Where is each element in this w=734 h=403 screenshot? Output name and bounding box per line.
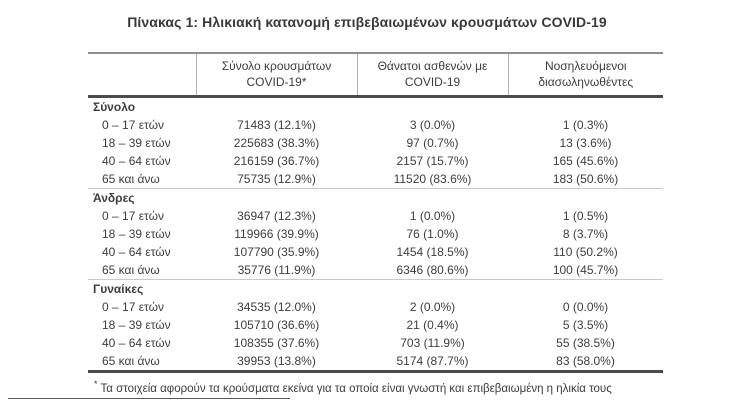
section-label: Σύνολο: [93, 100, 136, 114]
col-header-deaths: Θάνατοι ασθενών με COVID-19: [356, 52, 508, 98]
cases-cell: 225683 (38.3%): [233, 136, 320, 150]
table-row: 18 – 39 ετών 225683 (38.3%) 97 (0.7%) 13…: [88, 134, 663, 152]
cases-cell: 216159 (36.7%): [233, 154, 320, 168]
age-group-cell: 0 – 17 ετών: [102, 300, 164, 314]
section-label: Άνδρες: [88, 188, 663, 207]
intubated-cell: 0 (0.0%): [562, 300, 609, 314]
table-row: 0 – 17 ετών 71483 (12.1%) 3 (0.0%) 1 (0.…: [88, 116, 663, 134]
intubated-cell: 183 (50.6%): [552, 172, 619, 186]
age-group-cell: 0 – 17 ετών: [102, 209, 164, 223]
age-group-cell: 65 και άνω: [102, 172, 160, 186]
col-header-total-cases-line2: COVID-19*: [246, 74, 307, 89]
col-header-empty: [88, 52, 196, 98]
col-header-deaths-line1: Θάνατοι ασθενών με: [377, 58, 488, 73]
page-title: Πίνακας 1: Ηλικιακή κατανομή επιβεβαιωμέ…: [127, 14, 607, 30]
table-footnote: * Τα στοιχεία αφορούν τα κρούσματα εκείν…: [88, 379, 663, 395]
footnote-asterisk: *: [94, 379, 98, 389]
deaths-cell: 2 (0.0%): [409, 300, 456, 314]
intubated-cell: 8 (3.7%): [562, 227, 609, 241]
age-group-cell: 65 και άνω: [102, 263, 160, 277]
intubated-cell: 1 (0.3%): [562, 118, 609, 132]
intubated-cell: 55 (38.5%): [556, 336, 615, 350]
cases-cell: 39953 (13.8%): [237, 354, 316, 368]
col-header-intubated-line2: διασωληνωθέντες: [538, 74, 634, 89]
deaths-cell: 6346 (80.6%): [396, 263, 469, 277]
age-group-cell: 40 – 64 ετών: [102, 245, 171, 259]
deaths-cell: 5174 (87.7%): [396, 354, 469, 368]
intubated-cell: 13 (3.6%): [559, 136, 612, 150]
cases-cell: 75735 (12.9%): [237, 172, 316, 186]
cases-cell: 119966 (39.9%): [234, 227, 319, 241]
table-row: 65 και άνω 75735 (12.9%) 11520 (83.6%) 1…: [88, 170, 663, 189]
intubated-cell: 165 (45.6%): [552, 154, 619, 168]
table-row: 0 – 17 ετών 34535 (12.0%) 2 (0.0%) 0 (0.…: [88, 298, 663, 316]
table-row: 40 – 64 ετών 216159 (36.7%) 2157 (15.7%)…: [88, 152, 663, 170]
deaths-cell: 2157 (15.7%): [396, 154, 469, 168]
table-row: 65 και άνω 39953 (13.8%) 5174 (87.7%) 83…: [88, 352, 663, 372]
age-group-cell: 18 – 39 ετών: [102, 318, 171, 332]
age-group-cell: 18 – 39 ετών: [102, 136, 171, 150]
table-row: 40 – 64 ετών 107790 (35.9%) 1454 (18.5%)…: [88, 243, 663, 261]
page-footer-rule: [8, 398, 290, 399]
table-row: 18 – 39 ετών 119966 (39.9%) 76 (1.0%) 8 …: [88, 225, 663, 243]
intubated-cell: 83 (58.0%): [556, 354, 615, 368]
deaths-cell: 3 (0.0%): [409, 118, 456, 132]
cases-cell: 108355 (37.6%): [233, 336, 320, 350]
age-group-cell: 40 – 64 ετών: [102, 154, 171, 168]
deaths-cell: 76 (1.0%): [406, 227, 459, 241]
col-header-total-cases-line1: Σύνολο κρουσμάτων: [221, 58, 332, 73]
table-row: 40 – 64 ετών 108355 (37.6%) 703 (11.9%) …: [88, 334, 663, 352]
col-header-deaths-line2: COVID-19: [404, 74, 461, 89]
deaths-cell: 1454 (18.5%): [396, 245, 469, 259]
section-row-women: Γυναίκες: [88, 279, 663, 298]
deaths-cell: 21 (0.4%): [406, 318, 459, 332]
section-row-total: Σύνολο: [88, 97, 663, 117]
table-row: 0 – 17 ετών 36947 (12.3%) 1 (0.0%) 1 (0.…: [88, 207, 663, 225]
cases-cell: 34535 (12.0%): [237, 300, 316, 314]
cases-cell: 36947 (12.3%): [237, 209, 316, 223]
section-row-men: Άνδρες: [88, 188, 663, 207]
table-row: 65 και άνω 35776 (11.9%) 6346 (80.6%) 10…: [88, 261, 663, 280]
intubated-cell: 5 (3.5%): [562, 318, 609, 332]
footnote-text: Τα στοιχεία αφορούν τα κρούσματα εκείνα …: [97, 382, 612, 395]
col-header-intubated: Νοσηλευόμενοι διασωληνωθέντες: [507, 52, 663, 98]
section-label: Γυναίκες: [88, 279, 663, 298]
deaths-cell: 1 (0.0%): [409, 209, 456, 223]
col-header-intubated-line1: Νοσηλευόμενοι: [544, 58, 627, 73]
cases-cell: 105710 (36.6%): [233, 318, 320, 332]
cases-cell: 71483 (12.1%): [237, 118, 316, 132]
cases-cell: 107790 (35.9%): [233, 245, 320, 259]
deaths-cell: 97 (0.7%): [406, 136, 459, 150]
table-body: Σύνολο 0 – 17 ετών 71483 (12.1%) 3 (0.0%…: [88, 97, 663, 372]
intubated-cell: 100 (45.7%): [552, 263, 619, 277]
covid-age-distribution-table: Σύνολο κρουσμάτων COVID-19* Θάνατοι ασθε…: [88, 52, 663, 373]
intubated-cell: 110 (50.2%): [553, 245, 618, 259]
table-header: Σύνολο κρουσμάτων COVID-19* Θάνατοι ασθε…: [88, 52, 663, 98]
intubated-cell: 1 (0.5%): [562, 209, 609, 223]
cases-cell: 35776 (11.9%): [237, 263, 316, 277]
age-group-cell: 40 – 64 ετών: [102, 336, 171, 350]
header-row: Σύνολο κρουσμάτων COVID-19* Θάνατοι ασθε…: [88, 52, 663, 98]
age-group-cell: 65 και άνω: [102, 354, 160, 368]
table-row: 18 – 39 ετών 105710 (36.6%) 21 (0.4%) 5 …: [88, 316, 663, 334]
age-group-cell: 18 – 39 ετών: [102, 227, 171, 241]
deaths-cell: 703 (11.9%): [400, 336, 465, 350]
col-header-total-cases: Σύνολο κρουσμάτων COVID-19*: [195, 52, 357, 98]
deaths-cell: 11520 (83.6%): [393, 172, 472, 186]
age-group-cell: 0 – 17 ετών: [102, 118, 164, 132]
